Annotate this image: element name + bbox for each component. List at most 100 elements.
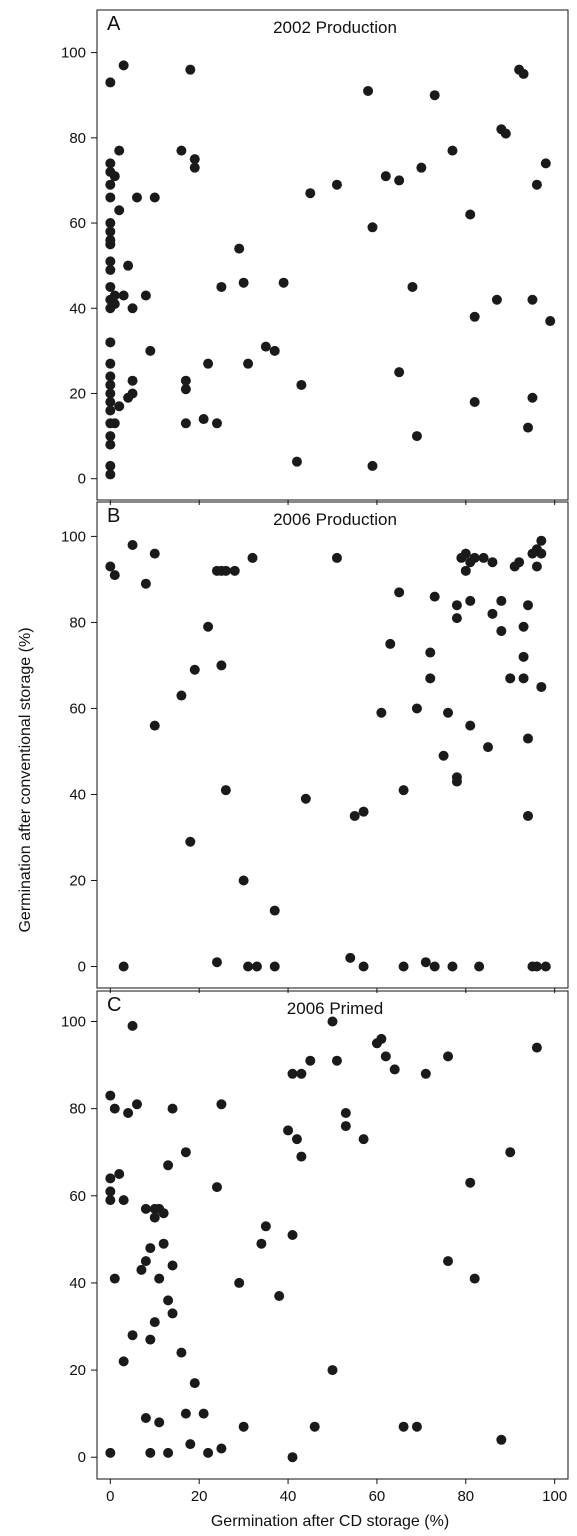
data-point	[127, 1020, 138, 1031]
data-point	[105, 226, 116, 237]
data-point	[105, 281, 116, 292]
panel-title: 2006 Primed	[287, 999, 383, 1018]
data-point	[211, 418, 222, 429]
data-point	[269, 905, 280, 916]
data-point	[127, 388, 138, 399]
data-point	[487, 557, 498, 568]
data-point	[523, 422, 534, 433]
data-point	[127, 540, 138, 551]
data-point	[189, 664, 200, 675]
data-point	[118, 290, 129, 301]
data-point	[278, 277, 289, 288]
data-point	[189, 154, 200, 165]
data-point	[105, 460, 116, 471]
y-tick-label: 60	[69, 215, 86, 232]
data-point	[243, 358, 254, 369]
data-point	[518, 68, 529, 79]
y-tick-label: 40	[69, 300, 86, 317]
data-point	[145, 345, 156, 356]
data-point	[451, 772, 462, 783]
data-point	[140, 290, 151, 301]
data-point	[154, 1273, 165, 1284]
data-point	[180, 1147, 191, 1158]
data-point	[491, 294, 502, 305]
data-point	[451, 613, 462, 624]
data-point	[140, 1203, 151, 1214]
data-point	[340, 1121, 351, 1132]
data-point	[269, 345, 280, 356]
data-point	[176, 690, 187, 701]
data-point	[109, 1273, 120, 1284]
data-point	[167, 1308, 178, 1319]
data-point	[251, 961, 262, 972]
data-point	[425, 647, 436, 658]
data-point	[420, 1068, 431, 1079]
x-tick-label: 40	[280, 1488, 297, 1505]
data-point	[105, 218, 116, 229]
data-point	[376, 1033, 387, 1044]
data-point	[260, 1221, 271, 1232]
data-point	[505, 1147, 516, 1158]
data-point	[363, 85, 374, 96]
data-point	[145, 1334, 156, 1345]
data-point	[131, 192, 142, 203]
data-point	[211, 1182, 222, 1193]
panel-letter: C	[107, 994, 121, 1016]
data-point	[105, 337, 116, 348]
data-point	[376, 707, 387, 718]
data-point	[105, 439, 116, 450]
data-point	[443, 1256, 454, 1267]
data-point	[429, 961, 440, 972]
data-point	[367, 222, 378, 233]
data-point	[145, 1243, 156, 1254]
data-point	[105, 405, 116, 416]
data-point	[105, 379, 116, 390]
data-point	[149, 720, 160, 731]
y-tick-label: 40	[69, 786, 86, 803]
y-tick-label: 80	[69, 1101, 86, 1118]
y-tick-label: 0	[78, 471, 86, 488]
y-tick-label: 0	[78, 1449, 86, 1466]
data-point	[105, 239, 116, 250]
y-tick-label: 60	[69, 700, 86, 717]
data-point	[238, 1421, 249, 1432]
data-point	[345, 952, 356, 963]
data-point	[287, 1452, 298, 1463]
plot-frame	[96, 990, 569, 1480]
data-point	[331, 179, 342, 190]
data-point	[180, 384, 191, 395]
data-point	[149, 548, 160, 559]
data-point	[136, 1264, 147, 1275]
data-point	[149, 1317, 160, 1328]
data-point	[114, 205, 125, 216]
panel-title: 2006 Production	[273, 510, 397, 529]
data-point	[460, 565, 471, 576]
data-point	[536, 681, 547, 692]
data-point	[149, 1212, 160, 1223]
data-point	[189, 162, 200, 173]
data-point	[287, 1068, 298, 1079]
panel-b: 0 20 40 60 80 100 B 2006 Production	[61, 501, 569, 993]
data-point	[451, 600, 462, 611]
data-point	[358, 806, 369, 817]
data-point	[149, 192, 160, 203]
data-point	[158, 1238, 169, 1249]
y-tick-label: 80	[69, 130, 86, 147]
data-point	[189, 1378, 200, 1389]
data-point	[496, 595, 507, 606]
data-point	[287, 1230, 298, 1240]
data-point	[180, 1408, 191, 1419]
data-point	[163, 1447, 174, 1458]
data-point	[118, 1356, 129, 1367]
y-tick-label: 20	[69, 385, 86, 402]
data-point	[216, 1099, 227, 1110]
y-tick-label: 20	[69, 1362, 86, 1379]
panels: 0 20 40 60 80 100 A 2002 Production 0 20 40 60 80 100…	[61, 9, 569, 1505]
data-point	[256, 1238, 267, 1249]
data-point	[238, 277, 249, 288]
data-point	[154, 1417, 165, 1428]
data-point	[185, 64, 196, 75]
data-point	[109, 418, 120, 429]
data-point	[469, 311, 480, 322]
data-point	[140, 1256, 151, 1267]
